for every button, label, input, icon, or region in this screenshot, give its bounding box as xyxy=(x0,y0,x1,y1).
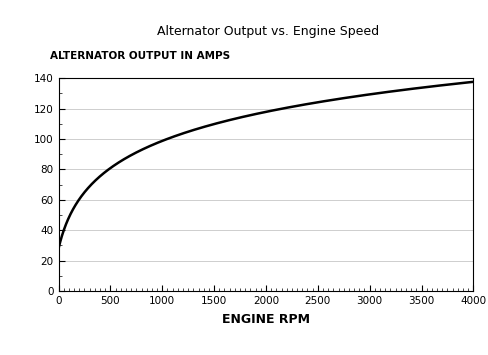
Text: ALTERNATOR OUTPUT IN AMPS: ALTERNATOR OUTPUT IN AMPS xyxy=(50,51,230,61)
X-axis label: ENGINE RPM: ENGINE RPM xyxy=(222,313,310,326)
Text: Alternator Output vs. Engine Speed: Alternator Output vs. Engine Speed xyxy=(157,25,380,38)
